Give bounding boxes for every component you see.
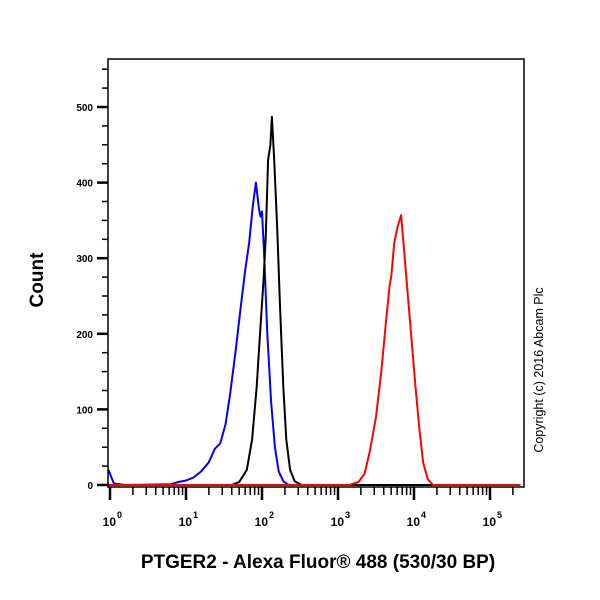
y-tick-label: 400 [76, 179, 93, 190]
black-histogram-curve [108, 115, 521, 486]
plot-curves [107, 115, 521, 486]
copyright-annotation: Copyright (c) 2016 Abcam Plc [527, 245, 551, 495]
svg-text:10: 10 [255, 515, 269, 529]
svg-text:10: 10 [331, 515, 345, 529]
y-tick-label: 300 [76, 254, 93, 265]
y-tick-label: 500 [76, 103, 93, 114]
x-tick-label: 10 5 [483, 510, 502, 529]
svg-text:10: 10 [483, 515, 497, 529]
svg-text:2: 2 [269, 510, 274, 520]
svg-text:4: 4 [421, 510, 426, 520]
y-tick-label: 200 [76, 330, 93, 341]
blue-histogram-curve [107, 181, 521, 486]
x-tick-label: 10 2 [255, 510, 274, 529]
plot-frame [107, 58, 525, 488]
svg-text:1: 1 [193, 510, 198, 520]
y-tick-label: 100 [76, 405, 93, 416]
x-tick-label: 10 4 [407, 510, 426, 529]
x-tick-label: 10 3 [331, 510, 350, 529]
x-axis-title: PTGER2 - Alexa Fluor® 488 (530/30 BP) [140, 552, 496, 573]
svg-text:10: 10 [103, 515, 117, 529]
y-axis-title: Count [18, 240, 58, 320]
y-tick-label: 0 [87, 481, 93, 492]
copyright-text: Copyright (c) 2016 Abcam Plc [532, 287, 546, 453]
svg-text:10: 10 [179, 515, 193, 529]
svg-text:3: 3 [345, 510, 350, 520]
y-axis-title-text: Count [27, 252, 48, 308]
x-tick-label: 10 1 [179, 510, 198, 529]
y-axis: 0 100 200 300 400 500 [76, 68, 108, 492]
svg-text:10: 10 [407, 515, 421, 529]
red-histogram-curve [108, 214, 521, 486]
svg-text:0: 0 [117, 510, 122, 520]
x-tick-label: 10 0 [103, 510, 122, 529]
x-axis: 10 0 10 1 10 2 10 3 10 4 10 5 [103, 487, 514, 529]
svg-text:5: 5 [497, 510, 502, 520]
